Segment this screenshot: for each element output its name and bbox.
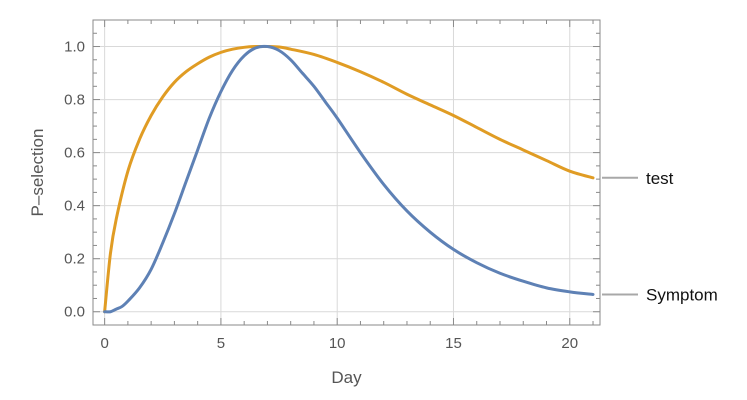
x-tick-label: 10	[329, 335, 346, 352]
y-axis-label: P–selection	[28, 129, 47, 217]
y-tick-label: 0.0	[64, 304, 85, 321]
x-axis-label: Day	[331, 368, 362, 387]
legend-label-test: test	[646, 169, 674, 188]
x-tick-label: 5	[217, 335, 225, 352]
y-tick-label: 0.4	[64, 198, 85, 215]
x-tick-label: 0	[100, 335, 108, 352]
y-tick-label: 0.8	[64, 92, 85, 109]
ticks: 0 5 10 15 20 0.0 0.2 0.4 0.6 0.8 1.0	[64, 20, 600, 352]
y-tick-label: 0.2	[64, 251, 85, 268]
plot-frame	[92, 19, 601, 326]
series-line-symptom	[103, 44, 595, 314]
series-line-test	[103, 44, 595, 314]
x-tick-label: 20	[561, 335, 578, 352]
series-lines	[103, 44, 595, 314]
legend-label-symptom: Symptom	[646, 286, 718, 305]
x-tick-label: 15	[445, 335, 462, 352]
y-tick-label: 1.0	[64, 39, 85, 56]
legend: test Symptom	[602, 169, 718, 305]
y-tick-label: 0.6	[64, 145, 85, 162]
